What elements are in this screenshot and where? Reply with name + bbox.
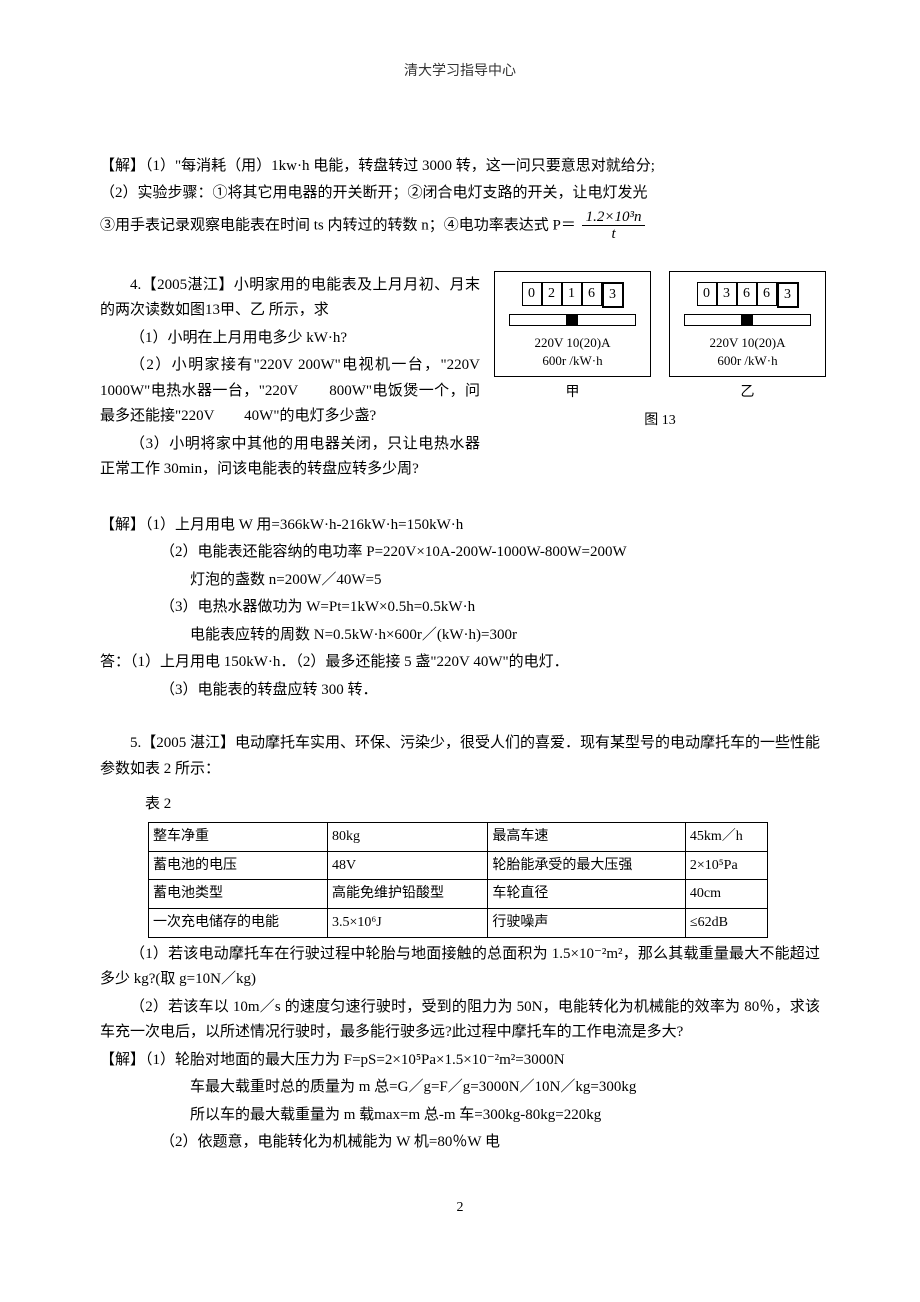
q4-part2: （2）小明家接有"220V 200W"电视机一台，"220V 1000W"电热水… [100,353,480,430]
sol3-line3-text: ③用手表记录观察电能表在时间 ts 内转过的转数 n；④电功率表达式 P＝ [100,217,576,233]
cell: 轮胎能承受的最大压强 [488,851,686,880]
cell: ≤62dB [685,909,767,938]
digit: 0 [697,282,717,306]
table2-label: 表 2 [100,792,820,818]
q5-part2: （2）若该车以 10m／s 的速度匀速行驶时，受到的阻力为 50N，电能转化为机… [100,995,820,1046]
figure-13: 0 2 1 6 3 220V 10(20)A 600r /kW·h 甲 [500,271,820,485]
sol5-l2: 车最大载重时总的质量为 m 总=G／g=F／g=3000N／10N／kg=300… [100,1075,820,1101]
sol5-l1: 【解】（1）轮胎对地面的最大压力为 F=pS=2×10⁵Pa×1.5×10⁻²m… [100,1048,820,1074]
cell: 48V [327,851,487,880]
frac-denominator: t [582,226,646,243]
q5-part1: （1）若该电动摩托车在行驶过程中轮胎与地面接触的总面积为 1.5×10⁻²m²，… [100,942,820,993]
cell: 40cm [685,880,767,909]
digit: 0 [522,282,542,306]
cell: 80kg [327,822,487,851]
cell: 3.5×10⁶J [327,909,487,938]
table-row: 整车净重 80kg 最高车速 45km／h [149,822,768,851]
sol3-line2: （2）实验步骤：①将其它用电器的开关断开；②闭合电灯支路的开关，让电灯发光 [100,181,820,207]
meter-jia: 0 2 1 6 3 220V 10(20)A 600r /kW·h [494,271,651,377]
sol4-l1: 【解】（1）上月用电 W 用=366kW·h-216kW·h=150kW·h [100,513,820,539]
q5-title: 5.【2005 湛江】电动摩托车实用、环保、污染少，很受人们的喜爱．现有某型号的… [100,731,820,782]
meter-yi: 0 3 6 6 3 220V 10(20)A 600r /kW·h [669,271,826,377]
figure-caption: 图 13 [500,409,820,433]
digit: 6 [582,282,602,306]
q4-title: 4.【2005湛江】小明家用的电能表及上月月初、月末的两次读数如图13甲、乙 所… [100,273,480,324]
q4-part3: （3）小明将家中其他的用电器关闭，只让电热水器正常工作 30min，问该电能表的… [100,432,480,483]
digit: 3 [602,282,624,308]
frac-numerator: 1.2×10³n [582,209,646,227]
power-fraction: 1.2×10³n t [582,209,646,243]
sol4-l4: （3）电热水器做功为 W=Pt=1kW×0.5h=0.5kW·h [100,595,820,621]
meter-spec: 220V 10(20)A 600r /kW·h [680,334,815,370]
cell: 车轮直径 [488,880,686,909]
cell: 最高车速 [488,822,686,851]
cell: 蓄电池类型 [149,880,328,909]
sol4-l5: 电能表应转的周数 N=0.5kW·h×600r／(kW·h)=300r [100,623,820,649]
sol3-line3: ③用手表记录观察电能表在时间 ts 内转过的转数 n；④电功率表达式 P＝ 1.… [100,209,820,243]
cell: 2×10⁵Pa [685,851,767,880]
digit: 6 [737,282,757,306]
table-row: 一次充电储存的电能 3.5×10⁶J 行驶噪声 ≤62dB [149,909,768,938]
digit: 1 [562,282,582,306]
cell: 45km／h [685,822,767,851]
sol4-l2: （2）电能表还能容纳的电功率 P=220V×10A-200W-1000W-800… [100,540,820,566]
sol4-ans2: （3）电能表的转盘应转 300 转． [100,678,820,704]
sol4-ans1: 答：（1）上月用电 150kW·h．（2）最多还能接 5 盏"220V 40W"… [100,650,820,676]
cell: 蓄电池的电压 [149,851,328,880]
q4-part1: （1）小明在上月用电多少 kW·h? [100,326,480,352]
page-number: 2 [100,1196,820,1220]
meter-label-jia: 甲 [494,381,651,405]
digit: 3 [717,282,737,306]
sol5-l4: （2）依题意，电能转化为机械能为 W 机=80％W 电 [100,1130,820,1156]
cell: 一次充电储存的电能 [149,909,328,938]
sol4-l3: 灯泡的盏数 n=200W／40W=5 [100,568,820,594]
spec-table: 整车净重 80kg 最高车速 45km／h 蓄电池的电压 48V 轮胎能承受的最… [148,822,768,938]
digit: 2 [542,282,562,306]
meter-spec: 220V 10(20)A 600r /kW·h [505,334,640,370]
table-row: 蓄电池的电压 48V 轮胎能承受的最大压强 2×10⁵Pa [149,851,768,880]
sol5-l3: 所以车的最大载重量为 m 载max=m 总-m 车=300kg-80kg=220… [100,1103,820,1129]
page-header: 清大学习指导中心 [100,60,820,84]
meter-label-yi: 乙 [669,381,826,405]
cell: 高能免维护铅酸型 [327,880,487,909]
table-row: 蓄电池类型 高能免维护铅酸型 车轮直径 40cm [149,880,768,909]
meter-dial [684,314,811,326]
digit: 3 [777,282,799,308]
digit: 6 [757,282,777,306]
cell: 行驶噪声 [488,909,686,938]
cell: 整车净重 [149,822,328,851]
meter-dial [509,314,636,326]
sol3-line1: 【解】（1）"每消耗（用）1kw·h 电能，转盘转过 3000 转，这一问只要意… [100,154,820,180]
